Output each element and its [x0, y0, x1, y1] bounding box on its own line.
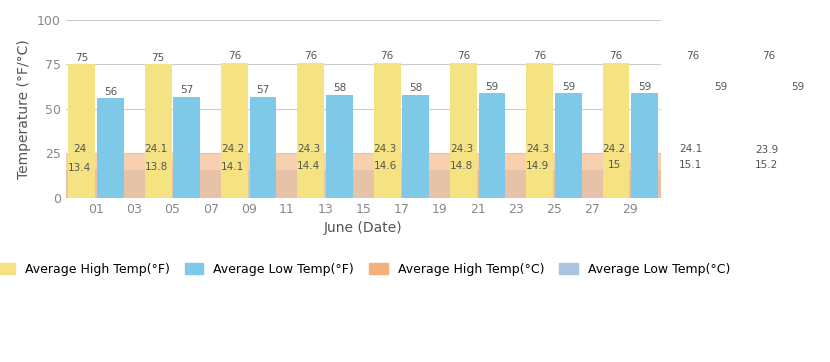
- Bar: [784, 93, 811, 198]
- Bar: [250, 97, 276, 198]
- Bar: [326, 95, 353, 198]
- Text: 58: 58: [333, 83, 346, 93]
- Text: 14.1: 14.1: [221, 162, 244, 172]
- Bar: [66, 170, 661, 198]
- Bar: [173, 97, 200, 198]
- Text: 75: 75: [76, 53, 89, 63]
- Text: 13.4: 13.4: [68, 163, 91, 173]
- Bar: [526, 63, 553, 198]
- Text: 24.3: 24.3: [450, 144, 473, 154]
- Bar: [679, 63, 706, 198]
- Text: 13.8: 13.8: [144, 163, 168, 172]
- Text: 24.3: 24.3: [297, 144, 320, 154]
- X-axis label: June (Date): June (Date): [324, 221, 403, 235]
- Bar: [297, 63, 325, 198]
- Text: 15: 15: [608, 160, 621, 171]
- Text: 24.3: 24.3: [374, 144, 397, 154]
- Bar: [221, 63, 248, 198]
- Text: 76: 76: [457, 51, 470, 61]
- Bar: [603, 63, 629, 198]
- Text: 59: 59: [791, 81, 804, 92]
- Text: 59: 59: [486, 81, 499, 92]
- Bar: [144, 64, 172, 198]
- Text: 14.6: 14.6: [374, 161, 397, 171]
- Text: 76: 76: [686, 51, 699, 61]
- Text: 56: 56: [104, 87, 117, 97]
- Bar: [755, 63, 782, 198]
- Bar: [403, 95, 429, 198]
- Text: 14.8: 14.8: [450, 161, 473, 171]
- Bar: [97, 98, 124, 198]
- Text: 24: 24: [73, 144, 86, 154]
- Text: 59: 59: [562, 81, 575, 92]
- Text: 59: 59: [638, 81, 652, 92]
- Text: 76: 76: [609, 51, 622, 61]
- Text: 59: 59: [715, 81, 728, 92]
- Text: 76: 76: [762, 51, 775, 61]
- Bar: [708, 93, 735, 198]
- Text: 76: 76: [533, 51, 546, 61]
- Text: 24.2: 24.2: [221, 144, 244, 154]
- Text: 15.2: 15.2: [755, 160, 779, 170]
- Text: 76: 76: [380, 51, 393, 61]
- Text: 23.9: 23.9: [755, 144, 779, 155]
- Text: 57: 57: [256, 85, 270, 95]
- Bar: [632, 93, 658, 198]
- Y-axis label: Temperature (°F/°C): Temperature (°F/°C): [17, 39, 32, 179]
- Bar: [555, 93, 582, 198]
- Bar: [66, 154, 661, 198]
- Text: 75: 75: [152, 53, 165, 63]
- Bar: [479, 93, 505, 198]
- Text: 14.9: 14.9: [526, 160, 549, 171]
- Text: 24.2: 24.2: [603, 144, 626, 154]
- Text: 24.1: 24.1: [144, 144, 168, 154]
- Text: 76: 76: [228, 51, 242, 61]
- Bar: [374, 63, 401, 198]
- Text: 57: 57: [180, 85, 193, 95]
- Text: 24.3: 24.3: [526, 144, 549, 154]
- Text: 15.1: 15.1: [679, 160, 702, 170]
- Text: 76: 76: [305, 51, 317, 61]
- Text: 58: 58: [409, 83, 422, 93]
- Bar: [69, 64, 95, 198]
- Legend: Average High Temp(°F), Average Low Temp(°F), Average High Temp(°C), Average Low : Average High Temp(°F), Average Low Temp(…: [0, 257, 735, 281]
- Text: 14.4: 14.4: [297, 161, 320, 172]
- Bar: [450, 63, 476, 198]
- Text: 24.1: 24.1: [679, 144, 702, 154]
